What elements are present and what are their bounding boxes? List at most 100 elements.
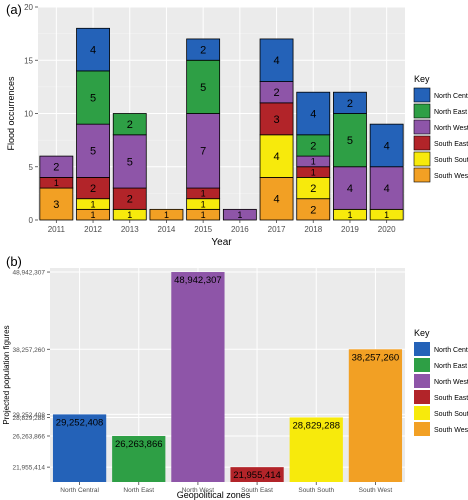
bar-segment-a: [186, 59, 221, 114]
legend-label-b: North Central: [434, 347, 468, 354]
panel-label-b: (b): [6, 254, 22, 269]
data-label-a: 1: [54, 178, 59, 188]
population-label: 29,252,408: [56, 417, 104, 428]
legend-swatch-a: [413, 167, 431, 183]
legend-title-a: Key: [414, 74, 430, 84]
legend-swatch-b: [414, 374, 430, 388]
x-tick-label-a: 2020: [378, 225, 396, 234]
legend-swatch-b: [414, 342, 430, 356]
population-bar: [112, 435, 166, 482]
data-label-a: 4: [90, 45, 96, 57]
y-tick-label-a: 10: [24, 110, 33, 119]
data-label-a: 2: [310, 183, 316, 195]
data-label-a: 2: [347, 98, 353, 110]
x-tick-label-a: 2018: [304, 225, 322, 234]
legend-swatch-a: [413, 135, 431, 151]
data-label-a: 1: [127, 210, 132, 220]
legend-label-b: North East: [434, 363, 467, 370]
bar-segment-a: [39, 187, 74, 221]
bar-segment-a: [112, 134, 147, 189]
data-label-a: 1: [201, 199, 206, 209]
bar-segment-a: [76, 123, 110, 178]
y-axis-title-b: Projected population figures: [2, 325, 11, 424]
data-label-a: 5: [347, 135, 353, 147]
legend-label-a: South West: [434, 173, 468, 180]
data-label-a: 2: [53, 162, 59, 174]
y-axis-title-a: Flood occurrences: [6, 76, 16, 151]
legend-swatch-b: [414, 406, 430, 420]
population-label: 48,942,307: [174, 275, 222, 286]
data-label-a: 4: [273, 55, 279, 67]
bar-segment-a: [186, 113, 221, 189]
data-label-a: 5: [90, 92, 96, 104]
data-label-a: 1: [237, 210, 242, 220]
data-label-a: 2: [90, 183, 96, 195]
x-axis-title-b: Geopolitical zones: [177, 490, 251, 500]
x-tick-label-a: 2016: [231, 225, 249, 234]
data-label-a: 3: [53, 199, 59, 211]
data-label-a: 2: [310, 140, 316, 152]
x-tick-label-b: South East: [241, 487, 273, 494]
data-label-a: 5: [127, 156, 133, 168]
bar-segment-a: [259, 176, 294, 221]
data-label-a: 1: [384, 210, 389, 220]
data-label-a: 5: [200, 82, 206, 94]
data-label-a: 2: [310, 204, 316, 216]
x-tick-label-b: North East: [123, 487, 154, 494]
x-tick-label-a: 2017: [268, 225, 286, 234]
data-label-a: 4: [347, 183, 353, 195]
legend-swatch-a: [413, 151, 431, 167]
x-tick-label-a: 2015: [194, 225, 212, 234]
legend-label-a: North West: [434, 125, 468, 132]
data-label-a: 1: [201, 210, 206, 220]
legend-label-b: South South: [434, 411, 468, 418]
legend-swatch-b: [414, 358, 430, 372]
data-label-a: 7: [200, 146, 206, 158]
bar-segment-a: [296, 91, 331, 136]
panel-label-a: (a): [6, 2, 22, 17]
x-tick-label-a: 2019: [341, 225, 359, 234]
population-label: 28,829,288: [292, 420, 340, 431]
x-tick-label-b: North Central: [60, 487, 99, 494]
data-label-a: 1: [311, 157, 316, 167]
data-label-a: 2: [127, 194, 133, 206]
population-bar: [348, 349, 403, 482]
bar-segment-a: [369, 123, 404, 168]
plot-background-b: [50, 268, 405, 482]
legend-label-a: North East: [434, 109, 467, 116]
y-tick-label-b: 29,252,408: [12, 412, 45, 419]
legend-swatch-a: [413, 119, 431, 135]
population-bar: [171, 272, 225, 482]
x-tick-label-a: 2011: [48, 225, 66, 234]
data-label-a: 5: [90, 146, 96, 158]
legend-label-a: South East: [434, 141, 468, 148]
y-tick-label-b: 28,829,288: [12, 415, 45, 422]
y-tick-label-b: 38,257,260: [12, 347, 45, 354]
y-tick-label-b: 48,942,307: [12, 270, 45, 277]
data-label-a: 4: [273, 151, 279, 163]
y-tick-label-a: 15: [24, 56, 33, 65]
bar-segment-a: [112, 113, 147, 136]
bar-segment-a: [333, 91, 367, 114]
data-label-a: 1: [311, 167, 316, 177]
population-bar: [52, 414, 107, 482]
bar-segment-a: [259, 102, 294, 136]
bar-segment-a: [186, 38, 221, 61]
data-label-a: 3: [273, 114, 279, 126]
data-label-a: 2: [273, 87, 279, 99]
legend-swatch-b: [414, 390, 430, 404]
x-tick-label-a: 2013: [121, 225, 139, 234]
x-tick-label-b: South West: [359, 487, 393, 494]
data-label-a: 2: [200, 45, 206, 57]
y-tick-label-b: 26,263,866: [12, 433, 45, 440]
legend-swatch-a: [413, 87, 431, 103]
bar-segment-a: [76, 27, 110, 72]
legend-title-b: Key: [414, 328, 430, 338]
bar-segment-a: [76, 70, 110, 125]
legend-label-b: South West: [434, 427, 468, 434]
data-label-a: 1: [91, 210, 96, 220]
population-label: 38,257,260: [352, 352, 400, 363]
y-tick-label-a: 20: [24, 3, 33, 12]
bar-segment-a: [39, 155, 74, 178]
